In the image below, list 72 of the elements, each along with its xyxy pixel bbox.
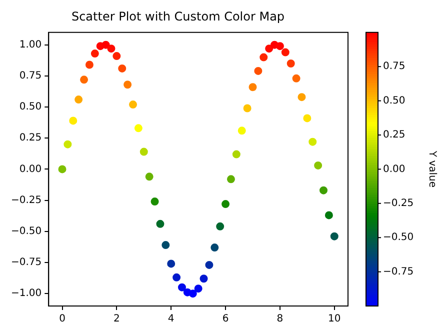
point	[74, 96, 83, 104]
x-tick-label: 4	[168, 314, 174, 325]
point	[118, 64, 126, 72]
point	[167, 260, 176, 268]
point	[172, 273, 181, 282]
point	[102, 40, 110, 49]
color-bar-label: −0.25	[383, 198, 414, 209]
x-tick-label: 2	[113, 314, 120, 325]
y-tick-label: 0.25	[19, 132, 42, 144]
point	[216, 222, 224, 230]
point	[162, 241, 170, 250]
point	[124, 80, 132, 89]
point	[188, 290, 197, 298]
point	[140, 148, 148, 156]
point	[178, 283, 186, 292]
color-bar-label: 0.50	[383, 95, 406, 106]
y-tick-label: 0.00	[19, 164, 42, 175]
point	[69, 116, 78, 125]
x-tick-label: 6	[222, 314, 229, 325]
point	[330, 232, 338, 240]
chart-title: Scatter Plot with Custom Color Map	[71, 9, 285, 24]
point	[260, 53, 268, 62]
point	[265, 44, 274, 53]
color-bar-title: Y value	[426, 150, 438, 188]
point	[129, 100, 138, 109]
point	[156, 220, 164, 228]
point	[85, 60, 94, 69]
y-tick-label: 0.75	[19, 70, 42, 82]
point	[298, 93, 306, 102]
point	[226, 175, 235, 184]
point	[320, 186, 328, 194]
point	[308, 138, 317, 146]
point	[150, 198, 159, 206]
point	[222, 200, 230, 208]
x-tick-label: 0	[59, 314, 66, 325]
y-tick-label: −1.00	[10, 288, 42, 300]
color-bar-label: 0.25	[383, 130, 406, 141]
y-tick-label: 0.50	[19, 102, 42, 113]
point	[112, 52, 121, 60]
point	[292, 74, 300, 82]
color-bar-label: −0.50	[383, 232, 414, 244]
x-tick-label: 8	[276, 314, 284, 325]
point	[248, 83, 257, 92]
point	[276, 42, 284, 50]
y-tick-label: 1.00	[19, 39, 42, 50]
point	[286, 59, 295, 68]
point	[145, 172, 154, 181]
y-tick-label: −0.75	[10, 257, 42, 268]
y-tick-label: −0.25	[10, 194, 42, 206]
color-bar-label: 0.75	[383, 61, 406, 72]
point	[58, 165, 66, 174]
point	[243, 104, 252, 112]
y-tick-label: −0.50	[10, 226, 42, 237]
point	[324, 211, 333, 220]
color-bar-label: 0.00	[383, 164, 406, 175]
point	[210, 244, 219, 252]
point	[200, 274, 208, 283]
point	[90, 50, 99, 58]
point	[205, 260, 214, 269]
point	[232, 150, 240, 158]
color-bar-label: −0.75	[383, 266, 414, 278]
point	[281, 48, 290, 56]
point	[303, 114, 312, 122]
point	[238, 126, 246, 135]
point	[80, 76, 88, 84]
point	[194, 284, 202, 293]
point	[314, 161, 322, 170]
x-tick-label: 10	[328, 314, 341, 325]
point	[254, 66, 262, 75]
point	[64, 140, 72, 148]
point	[107, 44, 116, 53]
point	[134, 124, 142, 132]
